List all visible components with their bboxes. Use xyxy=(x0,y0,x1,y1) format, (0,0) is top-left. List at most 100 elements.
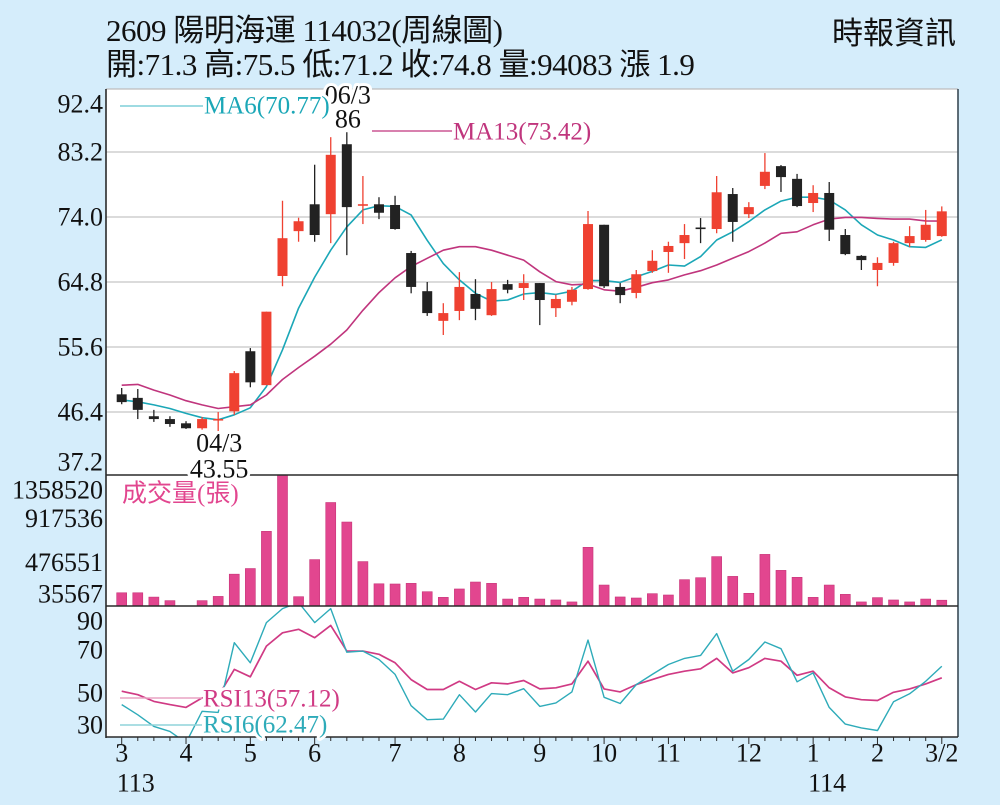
candle xyxy=(904,226,915,248)
candle xyxy=(373,197,384,220)
high-value-label: 86 xyxy=(335,105,361,134)
candle-body xyxy=(920,224,931,240)
candle-body xyxy=(888,243,899,263)
candle xyxy=(550,294,561,317)
rsi13-line xyxy=(121,624,943,709)
candle-body xyxy=(872,262,883,270)
volume-tick-label: 1358520 xyxy=(12,476,103,505)
candle xyxy=(164,416,175,427)
moving-average-lines xyxy=(121,196,943,421)
candle xyxy=(631,269,642,299)
volume-bar xyxy=(132,592,144,607)
candle-body xyxy=(373,204,384,213)
candle xyxy=(438,303,449,335)
volume-bar xyxy=(373,583,385,607)
month-label: 3 xyxy=(115,739,128,768)
candle-body xyxy=(277,238,288,276)
candle-body xyxy=(181,423,192,429)
candle xyxy=(727,188,738,242)
candle xyxy=(213,412,224,433)
candle xyxy=(775,165,786,192)
candle-body xyxy=(792,178,803,207)
candle xyxy=(406,250,417,294)
price-tick-label: 83.2 xyxy=(58,138,104,167)
candle xyxy=(309,164,320,242)
price-tick-label: 55.6 xyxy=(58,333,104,362)
candle-body xyxy=(164,419,175,425)
volume-bar xyxy=(759,554,771,607)
volume-bar xyxy=(325,502,337,607)
price-tick-label: 37.2 xyxy=(58,448,104,477)
volume-bar xyxy=(743,592,755,607)
rsi-tick-label: 70 xyxy=(77,636,103,665)
candle-body xyxy=(759,171,770,186)
rsi-tick-label: 30 xyxy=(77,711,103,740)
candle xyxy=(856,255,867,270)
candle xyxy=(229,371,240,415)
candle-body xyxy=(904,236,915,244)
volume-bar xyxy=(791,577,803,607)
candle-body xyxy=(936,211,947,237)
source-label: 時報資訊 xyxy=(832,16,956,51)
candle-body xyxy=(566,289,577,302)
candle xyxy=(936,206,947,237)
volume-bar xyxy=(550,599,562,607)
month-label: 6 xyxy=(308,739,321,768)
rsi-tick-label: 90 xyxy=(77,607,103,636)
low-date-label: 04/3 xyxy=(196,429,242,458)
price-tick-label: 64.8 xyxy=(58,268,104,297)
volume-bar xyxy=(421,591,433,607)
volume-bar xyxy=(454,588,465,607)
volume-bar xyxy=(341,521,353,607)
candle xyxy=(566,286,577,306)
volume-bar xyxy=(261,531,272,607)
ma13-line xyxy=(121,216,942,410)
volume-bar xyxy=(116,592,127,607)
candle-body xyxy=(438,313,449,321)
rsi-tick-label: 50 xyxy=(77,679,103,708)
candle xyxy=(293,217,304,242)
price-tick-label: 46.4 xyxy=(58,398,104,427)
candle xyxy=(872,257,883,287)
volume-legend-label: 成交量(張) xyxy=(122,480,239,508)
candle-body xyxy=(486,289,497,316)
price-tick-label: 74.0 xyxy=(58,203,104,232)
candle xyxy=(711,176,722,234)
volume-bar xyxy=(405,583,417,607)
candle xyxy=(390,195,401,230)
candle-body xyxy=(647,260,658,272)
candle-body xyxy=(293,221,304,232)
volume-bar xyxy=(807,597,819,607)
candle xyxy=(679,224,690,260)
candle xyxy=(277,200,288,287)
year-label: 113 xyxy=(117,769,155,798)
candle xyxy=(663,241,674,273)
candle-body xyxy=(518,283,529,289)
candle xyxy=(518,274,529,301)
candle xyxy=(792,173,803,208)
ma13-legend-label: MA13(73.42) xyxy=(453,119,591,146)
month-label: 5 xyxy=(244,739,257,768)
candle-body xyxy=(711,192,722,230)
volume-bar xyxy=(920,598,932,607)
candle xyxy=(615,283,626,304)
candle-body xyxy=(132,397,143,410)
candle xyxy=(599,224,610,289)
candle xyxy=(197,416,208,430)
volume-bar xyxy=(534,598,546,607)
candle-body xyxy=(229,373,240,412)
volume-bar xyxy=(502,598,513,607)
candle xyxy=(583,210,594,290)
candle xyxy=(808,185,819,213)
candle xyxy=(454,272,465,321)
candle-body xyxy=(309,204,320,236)
volume-bar xyxy=(727,576,739,607)
candle xyxy=(422,282,433,316)
candle-body xyxy=(856,255,867,261)
candle xyxy=(743,202,754,219)
month-label: 4 xyxy=(180,739,193,768)
candle xyxy=(357,176,368,225)
volume-bar xyxy=(663,594,674,607)
month-label: 11 xyxy=(656,739,681,768)
